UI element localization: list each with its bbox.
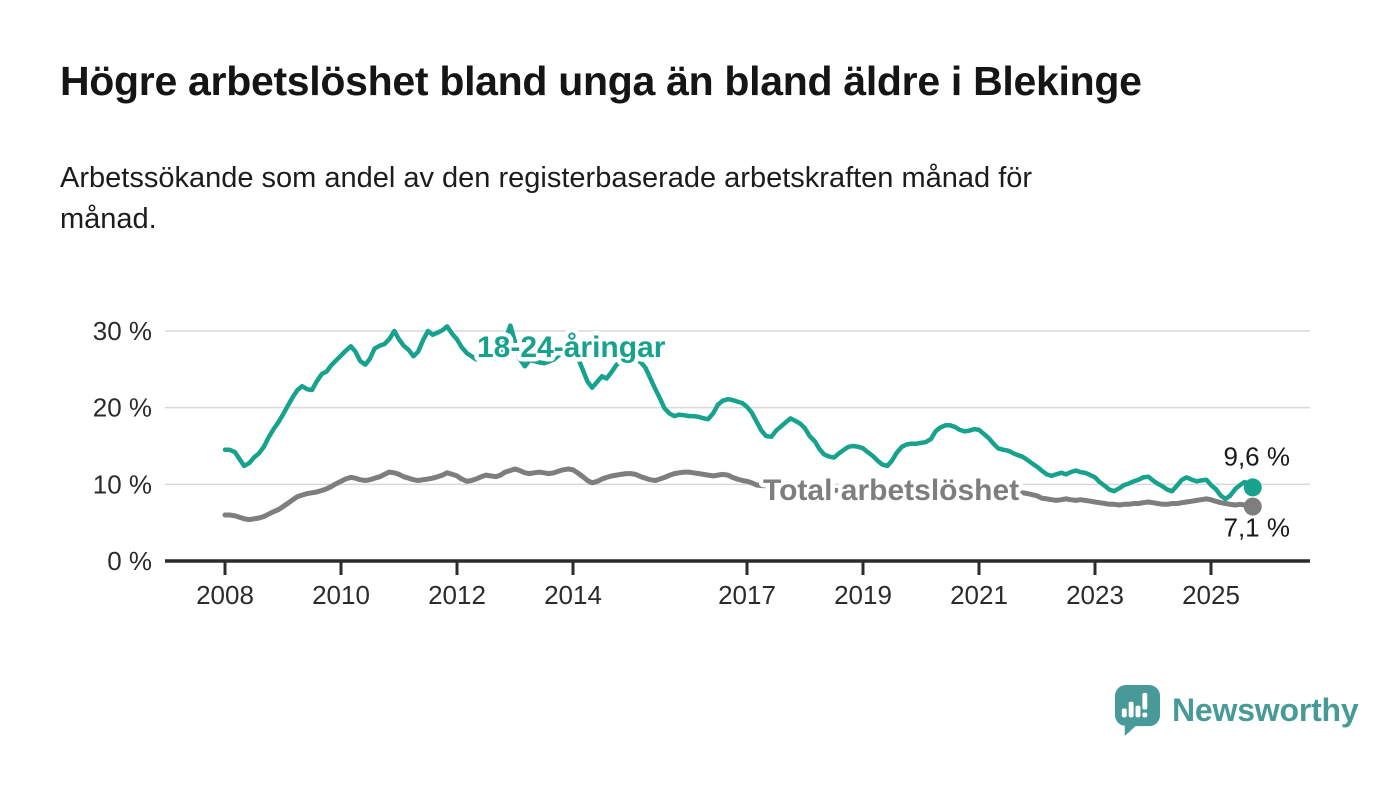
end-dot-youth <box>1243 478 1262 497</box>
series-line-total <box>222 466 1256 523</box>
y-axis-label-30: 30 % <box>93 316 152 346</box>
x-axis-label-2008: 2008 <box>196 580 254 610</box>
x-axis-label-2017: 2017 <box>718 580 776 610</box>
series-line-youth <box>222 323 1256 502</box>
newsworthy-wordmark: Newsworthy <box>1172 692 1359 728</box>
series-label-youth: 18-24-åringar <box>477 331 666 364</box>
newsworthy-logo-icon <box>1114 685 1161 736</box>
end-value-label-youth: 9,6 % <box>1224 441 1291 471</box>
chart-subtitle: Arbetssökande som andel av den registerb… <box>60 162 1033 236</box>
x-axis-label-2010: 2010 <box>312 580 370 610</box>
x-axis-label-2014: 2014 <box>544 580 602 610</box>
x-axis: 2008 2010 2012 2014 2017 2019 2021 2023 2025 <box>165 559 1310 610</box>
end-dot-total <box>1243 497 1262 516</box>
x-axis-label-2019: 2019 <box>834 580 892 610</box>
x-axis-label-2025: 2025 <box>1182 580 1240 610</box>
y-axis-label-0: 0 % <box>107 546 152 576</box>
end-value-label-total: 7,1 % <box>1224 513 1291 543</box>
newsworthy-brand: Newsworthy <box>1114 684 1359 737</box>
series-label-total: Total arbetslöshet <box>763 474 1019 507</box>
x-axis-label-2023: 2023 <box>1066 580 1124 610</box>
x-axis-label-2012: 2012 <box>428 580 486 610</box>
y-axis-label-10: 10 % <box>93 469 152 499</box>
gridlines: 0 % 10 % 20 % 30 % <box>93 316 1310 576</box>
series-labels: 18-24-åringar Total arbetslöshet <box>473 327 1024 512</box>
y-axis-label-20: 20 % <box>93 393 152 423</box>
series-lines <box>222 323 1256 523</box>
page-title: Högre arbetslöshet bland unga än bland ä… <box>60 58 1142 104</box>
end-annotations: 9,6 % 7,1 % <box>1224 441 1291 542</box>
x-axis-label-2021: 2021 <box>950 580 1008 610</box>
